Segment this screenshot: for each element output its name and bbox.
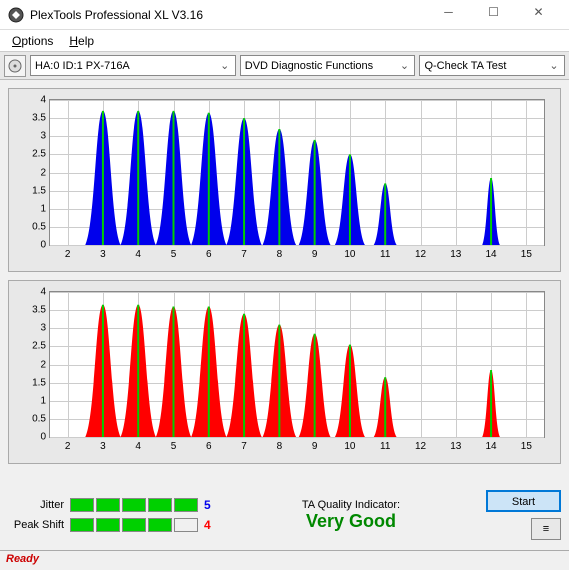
jitter-meter xyxy=(70,498,198,512)
menu-bar: Options Help xyxy=(0,30,569,52)
button-section: Start ≡ xyxy=(486,490,561,540)
chevron-down-icon: ⌄ xyxy=(396,59,412,72)
peakshift-label: Peak Shift xyxy=(8,519,64,531)
meter-section: Jitter 5 Peak Shift 4 xyxy=(8,498,216,532)
jitter-label: Jitter xyxy=(8,499,64,511)
drive-icon-button[interactable] xyxy=(4,55,26,77)
meter-box xyxy=(70,518,94,532)
drive-select[interactable]: HA:0 ID:1 PX-716A ⌄ xyxy=(30,55,236,76)
quality-value: Very Good xyxy=(226,511,476,532)
jitter-value: 5 xyxy=(204,498,216,512)
menu-options[interactable]: Options xyxy=(4,32,61,50)
peakshift-row: Peak Shift 4 xyxy=(8,518,216,532)
meter-box xyxy=(148,498,172,512)
meter-box xyxy=(174,498,198,512)
close-button[interactable]: ✕ xyxy=(516,0,561,27)
app-icon xyxy=(8,7,24,23)
chevron-down-icon: ⌄ xyxy=(217,59,233,72)
quality-section: TA Quality Indicator: Very Good xyxy=(226,499,476,532)
jitter-row: Jitter 5 xyxy=(8,498,216,512)
status-bar: Ready xyxy=(0,550,569,570)
minimize-button[interactable]: ─ xyxy=(426,0,471,27)
bottom-plot: 00.511.522.533.5423456789101112131415 xyxy=(49,291,545,438)
peakshift-meter xyxy=(70,518,198,532)
meter-box xyxy=(122,498,146,512)
meter-box xyxy=(174,518,198,532)
meter-box xyxy=(96,498,120,512)
chevron-down-icon: ⌄ xyxy=(546,59,562,72)
test-select-value: Q-Check TA Test xyxy=(424,60,506,72)
function-select[interactable]: DVD Diagnostic Functions ⌄ xyxy=(240,55,416,76)
window-controls: ─ ☐ ✕ xyxy=(426,2,561,27)
peakshift-value: 4 xyxy=(204,518,216,532)
drive-select-value: HA:0 ID:1 PX-716A xyxy=(35,60,130,72)
meter-box xyxy=(148,518,172,532)
menu-button[interactable]: ≡ xyxy=(531,518,561,540)
top-chart: 00.511.522.533.5423456789101112131415 xyxy=(8,88,561,272)
menu-help[interactable]: Help xyxy=(61,32,102,50)
meter-box xyxy=(70,498,94,512)
chart-area: 00.511.522.533.5423456789101112131415 00… xyxy=(0,80,569,480)
maximize-button[interactable]: ☐ xyxy=(471,0,516,27)
toolbar: HA:0 ID:1 PX-716A ⌄ DVD Diagnostic Funct… xyxy=(0,52,569,80)
status-text: Ready xyxy=(6,553,39,565)
bottom-chart: 00.511.522.533.5423456789101112131415 xyxy=(8,280,561,464)
meter-box xyxy=(122,518,146,532)
test-select[interactable]: Q-Check TA Test ⌄ xyxy=(419,55,565,76)
metrics-panel: Jitter 5 Peak Shift 4 TA Quality Indicat… xyxy=(0,480,569,550)
quality-label: TA Quality Indicator: xyxy=(226,499,476,511)
function-select-value: DVD Diagnostic Functions xyxy=(245,60,373,72)
window-title: PlexTools Professional XL V3.16 xyxy=(30,8,426,22)
top-plot: 00.511.522.533.5423456789101112131415 xyxy=(49,99,545,246)
meter-box xyxy=(96,518,120,532)
start-button[interactable]: Start xyxy=(486,490,561,512)
title-bar: PlexTools Professional XL V3.16 ─ ☐ ✕ xyxy=(0,0,569,30)
